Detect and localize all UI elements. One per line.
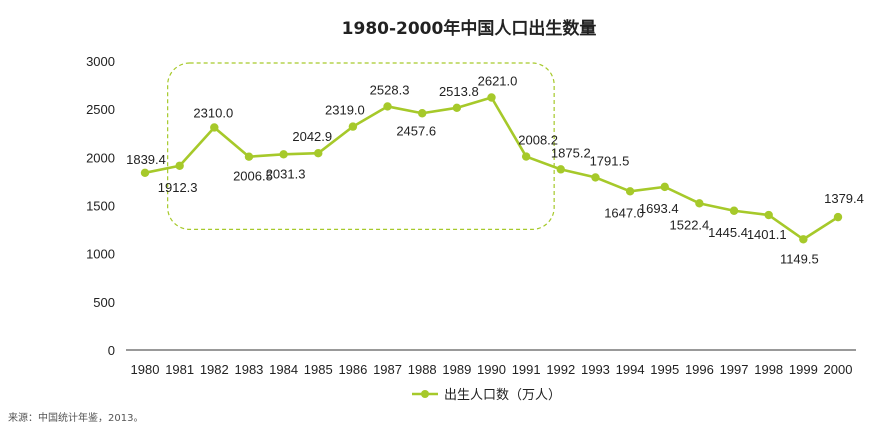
data-label: 2006.5: [233, 169, 273, 184]
highlight-region: [167, 62, 555, 230]
legend-marker-swatch: [421, 390, 429, 398]
x-tick-label: 1981: [165, 362, 194, 377]
data-point: [556, 165, 565, 174]
data-label: 2042.9: [292, 129, 332, 144]
data-point: [660, 182, 669, 192]
data-point: [383, 102, 392, 111]
data-label: 1445.4: [708, 225, 748, 240]
y-tick-label: 1500: [86, 199, 115, 214]
x-tick-label: 1989: [442, 362, 471, 377]
x-tick-label: 1997: [720, 362, 749, 377]
x-tick-label: 1986: [338, 362, 367, 377]
x-tick-label: 1985: [304, 362, 333, 377]
data-point: [833, 212, 843, 222]
data-label: 2457.6: [396, 123, 436, 138]
source-note: 来源：中国统计年鉴，2013。: [8, 411, 143, 424]
y-tick-label: 500: [93, 295, 115, 310]
data-point: [591, 173, 600, 182]
data-point: [452, 103, 462, 113]
y-tick-label: 0: [108, 343, 115, 358]
data-point: [175, 161, 184, 170]
y-tick-label: 1000: [86, 247, 115, 262]
axes: 0 500 1000 1500 2000 2500 3000 1980 1981 1982 1983…: [86, 54, 856, 377]
legend: 出生人口数（万人）: [412, 388, 561, 403]
data-label: 1791.5: [590, 153, 630, 168]
data-label: 1522.4: [670, 217, 710, 232]
x-tick-label: 1993: [581, 362, 610, 377]
data-label: 2513.8: [439, 84, 479, 99]
x-tick-label: 1984: [269, 362, 298, 377]
data-label: 2319.0: [325, 103, 365, 118]
data-label: 2310.0: [193, 105, 233, 120]
data-point: [279, 150, 288, 159]
x-tick-label: 1998: [754, 362, 783, 377]
x-tick-label: 1988: [408, 362, 437, 377]
data-label: 1401.1: [747, 227, 787, 242]
chart-title: 1980-2000年中国人口出生数量: [342, 18, 597, 39]
data-point: [625, 187, 635, 196]
data-label: 2528.3: [370, 82, 410, 97]
y-tick-label: 3000: [86, 54, 115, 69]
data-point: [348, 122, 358, 131]
data-label: 1912.3: [158, 180, 198, 195]
x-tick-label: 1991: [512, 362, 541, 377]
x-tick-label: 2000: [824, 362, 853, 377]
data-point: [764, 210, 773, 220]
data-label: 2031.3: [266, 166, 306, 181]
data-point: [314, 149, 323, 158]
data-point: [729, 206, 739, 215]
x-tick-label: 1994: [616, 362, 645, 377]
legend-label: 出生人口数（万人）: [444, 388, 561, 403]
data-label: 1149.5: [780, 251, 819, 266]
x-tick-label: 1999: [789, 362, 818, 377]
highlight-box: [167, 62, 555, 230]
data-point: [487, 93, 496, 102]
x-tick-label: 1992: [546, 362, 575, 377]
data-point: [695, 199, 704, 208]
x-tick-label: 1995: [650, 362, 679, 377]
data-label: 2008.2: [518, 133, 558, 148]
x-tick-label: 1996: [685, 362, 714, 377]
data-label: 1875.2: [551, 145, 591, 160]
x-tick-label: 1980: [131, 362, 160, 377]
data-label: 1379.4: [824, 191, 864, 206]
x-tick-label: 1990: [477, 362, 506, 377]
x-tick-label: 1983: [234, 362, 263, 377]
x-tick-label: 1987: [373, 362, 402, 377]
y-tick-label: 2000: [86, 150, 115, 165]
data-label: 1693.4: [639, 201, 679, 216]
data-label: 2621.0: [478, 74, 518, 89]
data-label: 1839.4: [126, 152, 166, 167]
data-point: [210, 123, 219, 132]
y-tick-label: 2500: [86, 102, 115, 117]
x-tick-label: 1982: [200, 362, 229, 377]
data-point: [521, 152, 531, 161]
data-point: [799, 235, 808, 244]
data-point: [418, 109, 427, 118]
data-label: 1647.0: [604, 205, 644, 220]
data-point: [244, 152, 254, 161]
data-point: [140, 168, 150, 178]
